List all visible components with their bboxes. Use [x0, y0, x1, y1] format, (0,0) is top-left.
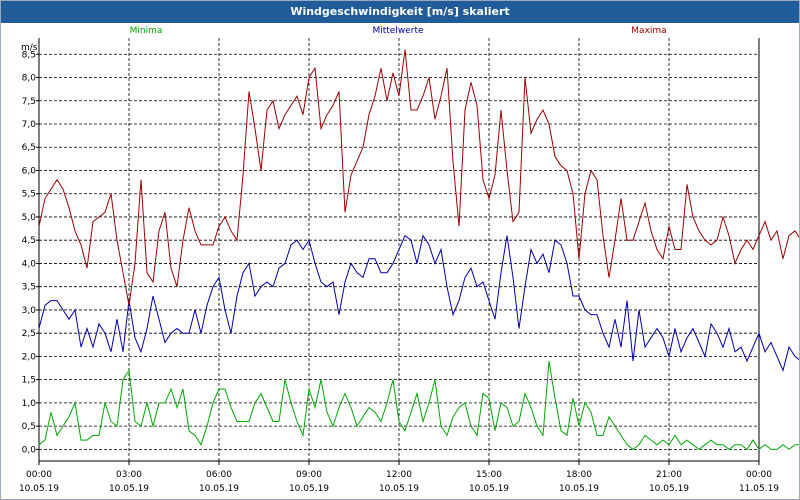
series-line-maxima: [38, 49, 799, 306]
x-tick-date: 10.05.19: [379, 484, 419, 494]
y-tick-label: 4,5: [22, 236, 36, 246]
x-tick-time: 18:00: [566, 470, 592, 480]
x-tick-date: 10.05.19: [289, 484, 329, 494]
y-tick-label: 1,0: [22, 399, 37, 409]
x-tick-date: 10.05.19: [559, 484, 599, 494]
legend-maxima: Maxima: [631, 26, 666, 36]
x-tick-time: 03:00: [116, 470, 142, 480]
x-tick-date: 10.05.19: [469, 484, 509, 494]
x-tick-date: 10.05.19: [19, 484, 59, 494]
y-tick-label: 6,5: [22, 143, 36, 153]
x-tick-date: 10.05.19: [109, 484, 149, 494]
series-lines: [38, 49, 799, 451]
wind-speed-chart: 0,0 0,5 1,0 1,5 2,0 2,5 3,0 3,5 4,0 4,5 5,0 5,5 6,0 6…: [19, 26, 799, 494]
grid-lines: [39, 38, 759, 461]
y-tick-label: 2,0: [22, 352, 37, 362]
y-tick-label: 7,0: [22, 120, 37, 130]
y-tick-label: 1,5: [22, 376, 36, 386]
y-tick-label: 0,0: [22, 445, 37, 455]
series-line-minima: [38, 361, 799, 451]
x-tick-time: 06:00: [206, 470, 232, 480]
y-tick-label: 4,0: [22, 259, 37, 269]
x-tick-time: 21:00: [656, 470, 682, 480]
x-axis-ticks: 00:00 10.05.19 03:00 10.05.19 06:00 10.05.19 0…: [19, 461, 779, 494]
x-tick-date: 10.05.19: [649, 484, 689, 494]
legend: Minima Mittelwerte Maxima: [130, 26, 667, 36]
y-tick-label: 7,5: [22, 97, 36, 107]
x-tick-date: 11.05.19: [739, 484, 779, 494]
y-tick-label: 8,5: [22, 50, 36, 60]
y-tick-label: 6,0: [22, 166, 37, 176]
y-tick-label: 3,0: [22, 306, 37, 316]
y-tick-label: 0,5: [22, 422, 36, 432]
y-tick-label: 8,0: [22, 74, 37, 84]
x-tick-time: 15:00: [476, 470, 502, 480]
legend-mittelwerte: Mittelwerte: [372, 26, 423, 36]
x-tick-date: 10.05.19: [199, 484, 239, 494]
y-tick-label: 5,0: [22, 213, 37, 223]
series-line-mittelwerte: [38, 234, 799, 372]
x-tick-time: 09:00: [296, 470, 322, 480]
y-axis-label: m/s: [21, 43, 38, 53]
x-tick-time: 00:00: [26, 470, 52, 480]
legend-minima: Minima: [130, 26, 163, 36]
y-tick-label: 3,5: [22, 283, 36, 293]
y-tick-label: 5,5: [22, 190, 36, 200]
y-axis-ticks: 0,0 0,5 1,0 1,5 2,0 2,5 3,0 3,5 4,0 4,5 5,0 5,5 6,0 6…: [22, 50, 39, 455]
y-tick-label: 2,5: [22, 329, 36, 339]
x-tick-time: 00:00: [746, 470, 772, 480]
chart-title: Windgeschwindigkeit [m/s] skaliert: [1, 1, 799, 23]
x-tick-time: 12:00: [386, 470, 412, 480]
